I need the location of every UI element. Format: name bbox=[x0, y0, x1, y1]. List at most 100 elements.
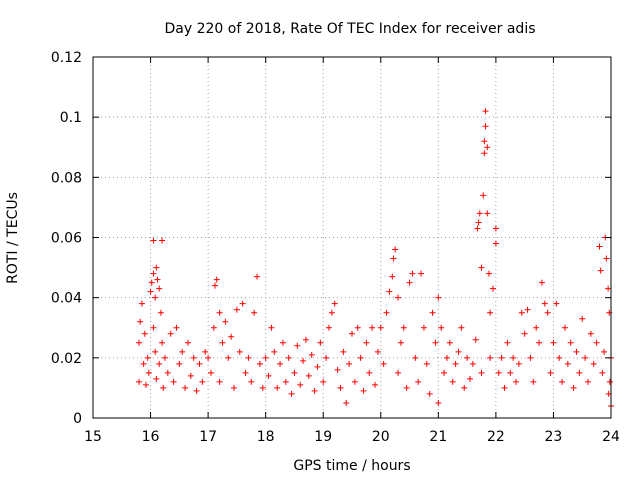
data-point bbox=[452, 360, 459, 367]
data-point bbox=[538, 279, 545, 286]
data-point bbox=[420, 324, 427, 331]
data-point bbox=[136, 378, 143, 385]
data-point bbox=[196, 360, 203, 367]
grid bbox=[93, 57, 611, 418]
data-point bbox=[136, 339, 143, 346]
data-point bbox=[251, 309, 258, 316]
data-point bbox=[377, 324, 384, 331]
data-point bbox=[458, 324, 465, 331]
data-point bbox=[317, 339, 324, 346]
data-point bbox=[469, 360, 476, 367]
x-tick-label: 21 bbox=[429, 429, 447, 445]
data-point bbox=[265, 372, 272, 379]
data-point bbox=[268, 324, 275, 331]
data-point bbox=[173, 324, 180, 331]
data-point bbox=[429, 309, 436, 316]
data-point bbox=[193, 387, 200, 394]
data-point bbox=[426, 390, 433, 397]
data-point bbox=[366, 369, 373, 376]
x-tick-label: 20 bbox=[372, 429, 390, 445]
data-point bbox=[228, 333, 235, 340]
data-point bbox=[423, 360, 430, 367]
data-point bbox=[485, 270, 492, 277]
data-point bbox=[212, 282, 219, 289]
data-point bbox=[213, 276, 220, 283]
data-point bbox=[202, 348, 209, 355]
y-tick-label: 0.1 bbox=[60, 110, 82, 126]
data-point bbox=[150, 270, 157, 277]
data-point bbox=[449, 378, 456, 385]
data-point bbox=[464, 354, 471, 361]
data-point bbox=[461, 384, 468, 391]
data-point bbox=[153, 264, 160, 271]
data-point bbox=[390, 255, 397, 262]
data-point bbox=[138, 300, 145, 307]
data-point bbox=[159, 237, 166, 244]
y-axis-label: ROTI / TECUs bbox=[5, 192, 21, 284]
data-point bbox=[487, 354, 494, 361]
data-point bbox=[199, 378, 206, 385]
data-point bbox=[392, 246, 399, 253]
y-tick-label: 0.02 bbox=[51, 351, 82, 367]
data-point bbox=[492, 225, 499, 232]
data-point bbox=[406, 279, 413, 286]
data-point bbox=[576, 369, 583, 376]
data-point bbox=[294, 342, 301, 349]
data-point bbox=[455, 348, 462, 355]
data-point bbox=[291, 369, 298, 376]
data-point bbox=[567, 339, 574, 346]
data-point bbox=[599, 369, 606, 376]
data-point bbox=[601, 348, 608, 355]
data-point bbox=[547, 369, 554, 376]
data-point bbox=[438, 324, 445, 331]
data-point bbox=[147, 288, 154, 295]
data-point bbox=[156, 285, 163, 292]
data-point bbox=[190, 354, 197, 361]
data-point bbox=[216, 309, 223, 316]
data-point bbox=[593, 339, 600, 346]
y-tick-label: 0.12 bbox=[51, 50, 82, 66]
data-point bbox=[435, 399, 442, 406]
data-point bbox=[179, 348, 186, 355]
data-point bbox=[559, 378, 566, 385]
x-tick-label: 24 bbox=[602, 429, 620, 445]
x-axis-label: GPS time / hours bbox=[293, 458, 410, 474]
data-point bbox=[271, 348, 278, 355]
data-point bbox=[478, 369, 485, 376]
data-point bbox=[374, 348, 381, 355]
data-point bbox=[435, 294, 442, 301]
data-point bbox=[363, 339, 370, 346]
data-point bbox=[561, 324, 568, 331]
data-point bbox=[320, 378, 327, 385]
data-point bbox=[340, 348, 347, 355]
data-point bbox=[357, 354, 364, 361]
data-point bbox=[256, 360, 263, 367]
data-point bbox=[495, 369, 502, 376]
data-point bbox=[504, 339, 511, 346]
y-tick-label: 0.08 bbox=[51, 170, 82, 186]
data-point bbox=[472, 336, 479, 343]
data-point bbox=[412, 354, 419, 361]
data-point bbox=[153, 375, 160, 382]
data-point bbox=[501, 384, 508, 391]
data-point bbox=[490, 285, 497, 292]
data-point bbox=[288, 390, 295, 397]
data-point bbox=[157, 309, 164, 316]
data-point bbox=[513, 378, 520, 385]
data-point bbox=[544, 309, 551, 316]
data-point bbox=[216, 378, 223, 385]
data-point bbox=[389, 273, 396, 280]
data-point bbox=[441, 369, 448, 376]
data-point bbox=[397, 339, 404, 346]
data-point bbox=[150, 324, 157, 331]
data-point bbox=[152, 294, 159, 301]
data-point bbox=[443, 354, 450, 361]
data-point bbox=[507, 369, 514, 376]
data-point bbox=[482, 108, 489, 115]
data-point bbox=[137, 318, 144, 325]
data-point bbox=[564, 360, 571, 367]
data-point bbox=[466, 375, 473, 382]
data-point bbox=[481, 138, 488, 145]
data-point bbox=[482, 123, 489, 130]
data-point bbox=[518, 309, 525, 316]
